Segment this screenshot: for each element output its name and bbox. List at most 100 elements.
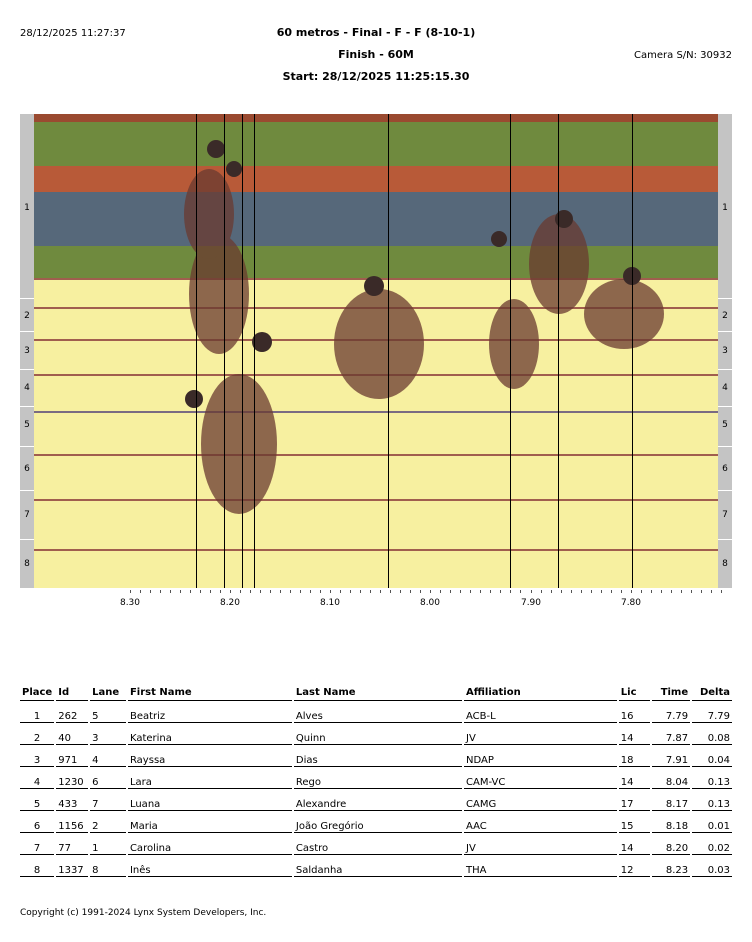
table-cell: 77 xyxy=(56,833,89,855)
axis-tick xyxy=(240,590,241,593)
table-cell: JV xyxy=(464,833,617,855)
table-cell: 17 xyxy=(618,789,651,811)
lane-number: 6 xyxy=(722,464,728,474)
axis-tick xyxy=(340,590,341,593)
lane-separator xyxy=(20,406,34,407)
event-title: 60 metros - Final - F - F (8-10-1) xyxy=(276,26,476,39)
table-cell: 0.02 xyxy=(692,833,732,855)
axis-tick xyxy=(591,590,592,593)
table-cell: 2 xyxy=(90,811,126,833)
axis-tick xyxy=(520,590,521,593)
axis-tick xyxy=(661,590,662,593)
table-cell: 971 xyxy=(56,745,89,767)
table-cell: THA xyxy=(464,855,617,877)
table-cell: Katerina xyxy=(127,723,292,745)
table-cell: Quinn xyxy=(293,723,462,745)
table-cell: 7.79 xyxy=(692,701,732,723)
axis-tick xyxy=(190,590,191,593)
axis-tick xyxy=(651,590,652,593)
table-cell: 1156 xyxy=(56,811,89,833)
axis-tick xyxy=(140,590,141,593)
axis-tick xyxy=(250,590,251,593)
axis-tick xyxy=(420,590,421,593)
camera-serial: Camera S/N: 30932 xyxy=(634,50,732,61)
axis-tick xyxy=(460,590,461,593)
copyright: Copyright (c) 1991-2024 Lynx System Deve… xyxy=(20,908,267,918)
table-row: 5 433 7 Luana Alexandre CAMG 17 8.17 0.13 xyxy=(20,789,732,811)
axis-tick xyxy=(531,590,532,593)
table-cell: Maria xyxy=(127,811,292,833)
column-header: Lic xyxy=(618,684,651,701)
axis-tick xyxy=(631,590,632,593)
lane-separator xyxy=(718,539,732,540)
lane-separator xyxy=(20,298,34,299)
time-axis: 8.30 8.20 8.10 8.00 7.90 7.80 xyxy=(34,588,722,618)
event-subtitle: Finish - 60M xyxy=(338,48,414,61)
axis-label: 8.10 xyxy=(319,598,341,608)
table-cell: CAMG xyxy=(464,789,617,811)
axis-tick xyxy=(170,590,171,593)
column-header: Affiliation xyxy=(464,684,617,701)
table-cell: Castro xyxy=(293,833,462,855)
table-cell: 3 xyxy=(90,723,126,745)
axis-tick xyxy=(671,590,672,593)
table-cell: 1337 xyxy=(56,855,89,877)
axis-tick xyxy=(320,590,321,593)
column-header: Place xyxy=(20,684,55,701)
table-cell: JV xyxy=(464,723,617,745)
start-time: Start: 28/12/2025 11:25:15.30 xyxy=(282,70,470,83)
axis-tick xyxy=(601,590,602,593)
table-cell: 1230 xyxy=(56,767,89,789)
table-row: 1 262 5 Beatriz Alves ACB-L 16 7.79 7.79 xyxy=(20,701,732,723)
axis-tick xyxy=(280,590,281,593)
table-cell: 262 xyxy=(56,701,89,723)
lane-number: 7 xyxy=(24,510,30,520)
axis-tick xyxy=(310,590,311,593)
table-cell: 0.13 xyxy=(692,789,732,811)
table-cell: 12 xyxy=(618,855,651,877)
axis-tick xyxy=(200,590,201,593)
axis-tick xyxy=(220,590,221,593)
lane-separator xyxy=(718,446,732,447)
table-cell: 7 xyxy=(20,833,55,855)
table-cell: 14 xyxy=(618,723,651,745)
axis-tick xyxy=(150,590,151,593)
table-cell: Inês xyxy=(127,855,292,877)
axis-label: 8.20 xyxy=(219,598,241,608)
column-header: First Name xyxy=(127,684,292,701)
lane-bar-left: 1 2 3 4 5 6 7 8 xyxy=(20,114,34,588)
table-cell: 7.91 xyxy=(652,745,691,767)
table-cell: 8 xyxy=(20,855,55,877)
table-row: 6 1156 2 Maria João Gregório AAC 15 8.18 0.01 xyxy=(20,811,732,833)
lane-separator xyxy=(718,369,732,370)
lane-number: 8 xyxy=(24,559,30,569)
table-row: 7 77 1 Carolina Castro JV 14 8.20 0.02 xyxy=(20,833,732,855)
lane-number: 5 xyxy=(24,420,30,430)
table-cell: 15 xyxy=(618,811,651,833)
table-cell: 7 xyxy=(90,789,126,811)
axis-tick xyxy=(400,590,401,593)
column-header: Delta xyxy=(692,684,732,701)
lane-number: 2 xyxy=(24,311,30,321)
axis-tick xyxy=(230,590,231,593)
table-cell: 8.23 xyxy=(652,855,691,877)
lane-number: 2 xyxy=(722,311,728,321)
axis-tick xyxy=(450,590,451,593)
table-cell: Rego xyxy=(293,767,462,789)
table-cell: 8.18 xyxy=(652,811,691,833)
table-cell: Alexandre xyxy=(293,789,462,811)
column-header: Time xyxy=(652,684,691,701)
table-cell: 7.87 xyxy=(652,723,691,745)
axis-tick xyxy=(541,590,542,593)
lane-number: 7 xyxy=(722,510,728,520)
lane-separator xyxy=(718,406,732,407)
table-cell: João Gregório xyxy=(293,811,462,833)
finish-photo xyxy=(34,114,718,588)
table-cell: 1 xyxy=(20,701,55,723)
table-row: 4 1230 6 Lara Rego CAM-VC 14 8.04 0.13 xyxy=(20,767,732,789)
table-cell: 433 xyxy=(56,789,89,811)
table-cell: 5 xyxy=(20,789,55,811)
axis-tick xyxy=(551,590,552,593)
axis-tick xyxy=(180,590,181,593)
axis-tick xyxy=(380,590,381,593)
